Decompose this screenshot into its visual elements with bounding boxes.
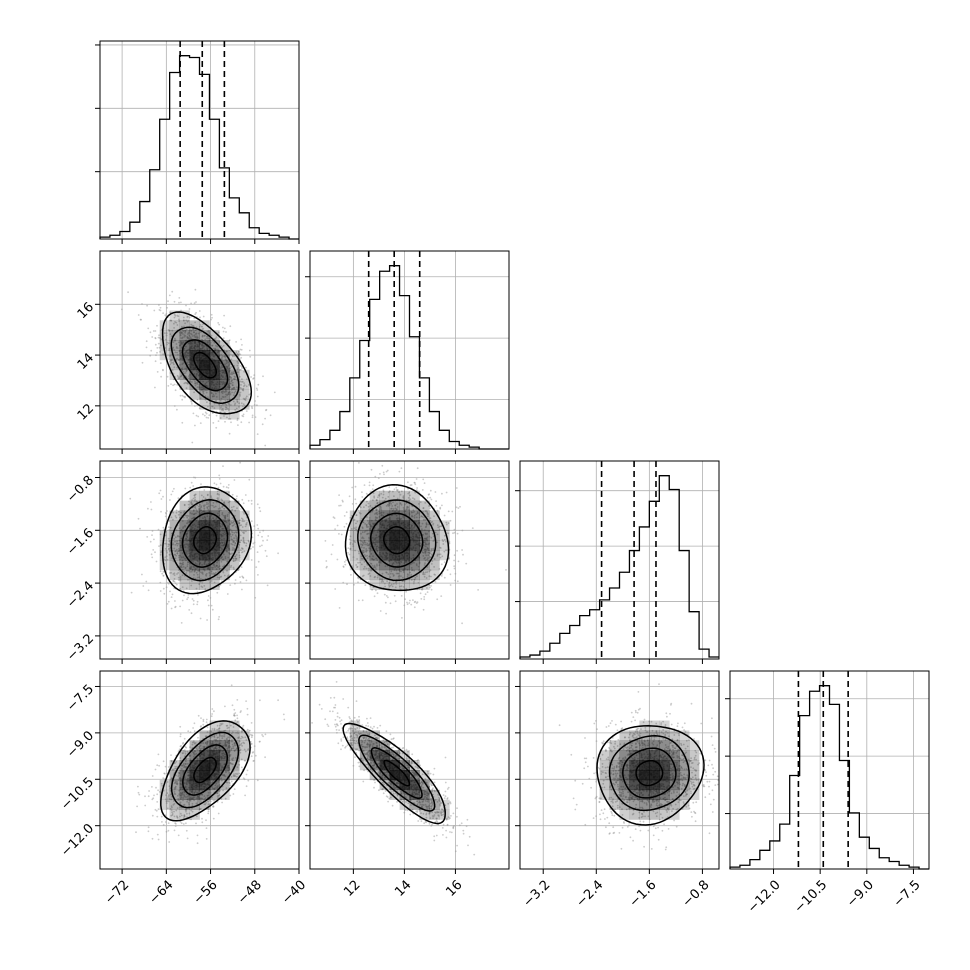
y-tick-label: 16	[75, 300, 97, 322]
y-tick-label: −9.0	[64, 728, 97, 761]
panel-frame	[309, 670, 510, 870]
contour-line	[170, 731, 240, 809]
scatter-panel	[99, 670, 300, 870]
contour-line	[342, 722, 446, 825]
panel-frame	[519, 670, 720, 870]
contour-line	[370, 747, 423, 800]
contour-line	[170, 499, 240, 582]
panel-frame	[729, 670, 930, 870]
x-tick-label: −2.4	[574, 878, 607, 911]
scatter-panel	[99, 250, 300, 450]
panel-frame	[99, 670, 300, 870]
x-tick-label: 14	[392, 878, 414, 900]
contour-line	[344, 484, 450, 592]
x-tick-label: −10.5	[792, 878, 831, 917]
contour-line	[383, 759, 411, 787]
scatter-panel	[519, 670, 720, 870]
contour-line	[161, 311, 253, 415]
contour-line	[182, 744, 229, 796]
panel-frame	[99, 40, 300, 240]
x-tick-label: −48	[235, 878, 265, 908]
x-tick-label: −40	[279, 878, 309, 908]
density-shading	[159, 720, 250, 820]
panel-frame	[99, 250, 300, 450]
y-tick-label: −3.2	[64, 631, 97, 664]
contour-line	[383, 526, 411, 555]
y-tick-label: −0.8	[64, 473, 97, 506]
x-tick-label: −56	[191, 878, 221, 908]
panel-frame	[309, 460, 510, 660]
x-tick-label: 16	[443, 878, 465, 900]
density-shading	[159, 490, 250, 590]
histogram-panel	[305, 250, 510, 450]
x-tick-label: −64	[147, 878, 177, 908]
contour-line	[370, 512, 424, 568]
contour-line	[596, 725, 705, 826]
panel-frame	[519, 460, 720, 660]
x-tick-label: −1.6	[627, 878, 660, 911]
histogram-panel	[515, 460, 720, 660]
contour-line	[357, 499, 437, 582]
contour-line	[193, 756, 217, 784]
x-tick-label: −7.5	[891, 878, 924, 911]
contour-line	[193, 525, 218, 555]
y-tick-label: −2.4	[64, 579, 97, 612]
scatter-panel	[99, 460, 300, 660]
panel-frame	[309, 250, 510, 450]
density-shading	[349, 490, 450, 590]
contour-line	[161, 486, 253, 595]
histogram-panel	[725, 670, 930, 870]
y-tick-label: 12	[75, 401, 97, 423]
contour-line	[160, 720, 251, 822]
scatter-panel	[309, 670, 510, 870]
y-tick-label: −7.5	[64, 682, 97, 715]
histogram-panel	[95, 40, 300, 240]
x-tick-label: 12	[341, 878, 363, 900]
contour-line	[181, 339, 229, 392]
contour-line	[181, 512, 229, 568]
contour-line	[622, 747, 677, 799]
y-tick-label: 14	[75, 351, 97, 373]
x-tick-label: −3.2	[520, 878, 553, 911]
panel-frame	[99, 460, 300, 660]
histogram-step	[309, 265, 509, 450]
x-tick-label: −0.8	[680, 878, 713, 911]
contour-line	[635, 759, 664, 787]
histogram-step	[729, 685, 929, 870]
y-tick-label: −1.6	[64, 526, 97, 559]
contour-line	[608, 735, 690, 812]
contour-line	[170, 326, 240, 404]
y-tick-label: −10.5	[58, 775, 97, 814]
x-tick-label: −9.0	[844, 878, 877, 911]
y-tick-label: −12.0	[58, 821, 97, 860]
x-tick-label: −72	[102, 878, 132, 908]
x-tick-label: −12.0	[745, 878, 784, 917]
histogram-step	[99, 55, 299, 240]
density-shading	[159, 310, 250, 420]
histogram-step	[519, 475, 719, 659]
contour-line	[358, 734, 436, 812]
contour-line	[193, 351, 218, 379]
scatter-panel	[309, 460, 510, 660]
